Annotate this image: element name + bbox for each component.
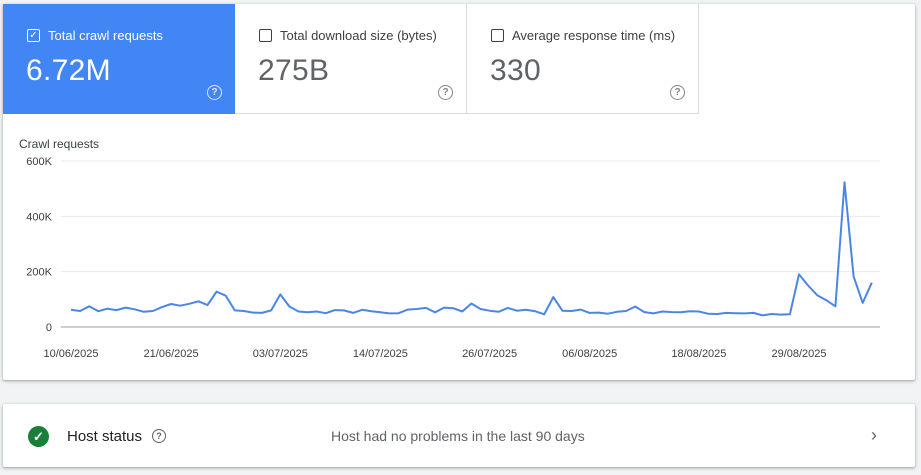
x-tick-label: 06/08/2025 xyxy=(562,348,617,360)
y-tick-label: 600K xyxy=(26,156,52,168)
metric-value: 330 xyxy=(490,54,541,87)
help-icon[interactable]: ? xyxy=(670,85,685,100)
x-tick-label: 29/08/2025 xyxy=(771,348,826,360)
x-tick-label: 21/06/2025 xyxy=(144,348,199,360)
host-status-title: Host status xyxy=(67,428,143,445)
host-status-card[interactable]: ✓ Host status ? Host had no problems in … xyxy=(3,404,915,467)
metric-value: 275B xyxy=(258,54,330,87)
metric-total-download-size[interactable]: Total download size (bytes) 275B ? xyxy=(235,4,467,114)
host-status-message: Host had no problems in the last 90 days xyxy=(331,428,585,444)
help-icon[interactable]: ? xyxy=(152,429,166,443)
metric-total-crawl-requests[interactable]: ✓ Total crawl requests 6.72M ? xyxy=(3,4,235,114)
help-icon[interactable]: ? xyxy=(438,85,453,100)
metric-label: Total download size (bytes) xyxy=(280,28,437,43)
checkbox-unchecked-icon[interactable] xyxy=(259,29,272,42)
metric-label: Total crawl requests xyxy=(48,28,163,43)
x-tick-label: 10/06/2025 xyxy=(43,348,98,360)
check-circle-icon: ✓ xyxy=(28,426,49,447)
crawl-requests-chart: Crawl requests 0 200K 400K 600K 10/06/2025 2… xyxy=(19,137,880,360)
x-tick-label: 18/08/2025 xyxy=(671,348,726,360)
x-tick-label: 26/07/2025 xyxy=(462,348,517,360)
crawl-requests-series-line xyxy=(70,181,873,317)
crawl-stats-card: ✓ Total crawl requests 6.72M ? Total dow… xyxy=(3,4,915,380)
metric-label: Average response time (ms) xyxy=(512,28,676,43)
chart-title: Crawl requests xyxy=(19,137,99,151)
y-tick-label: 200K xyxy=(26,267,52,279)
x-tick-label: 14/07/2025 xyxy=(353,348,408,360)
metric-value: 6.72M xyxy=(26,54,111,87)
metric-average-response-time[interactable]: Average response time (ms) 330 ? xyxy=(467,4,699,114)
y-tick-label: 400K xyxy=(26,211,52,223)
checkbox-checked-icon[interactable]: ✓ xyxy=(27,29,40,42)
help-icon[interactable]: ? xyxy=(207,85,222,100)
x-tick-label: 03/07/2025 xyxy=(253,348,308,360)
chevron-right-icon[interactable]: › xyxy=(871,425,877,445)
checkbox-unchecked-icon[interactable] xyxy=(491,29,504,42)
y-tick-label: 0 xyxy=(46,322,52,334)
